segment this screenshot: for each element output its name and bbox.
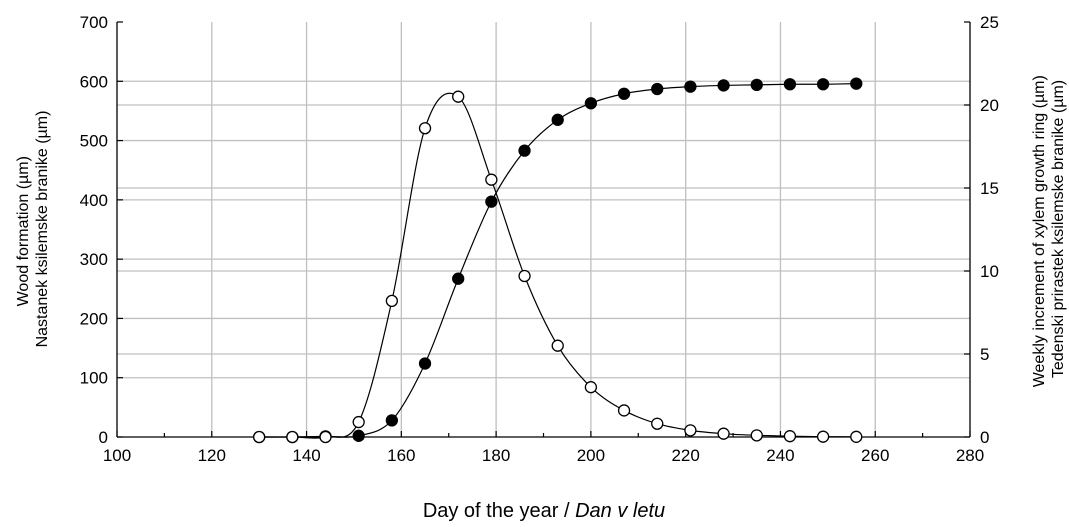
series-0-point <box>352 429 365 442</box>
series-0-line <box>259 83 857 438</box>
x-tick-label: 140 <box>292 446 320 465</box>
y-right-tick-label: 0 <box>980 428 989 447</box>
series-0-point <box>551 113 564 126</box>
series-1-point <box>717 427 730 440</box>
x-tick-label: 280 <box>956 446 984 465</box>
y-left-tick-label: 400 <box>80 191 108 210</box>
series-1-point <box>750 429 763 442</box>
series-1-point <box>518 269 531 283</box>
y-left-axis-title: Wood formation (µm) Nastanek ksilemske b… <box>15 111 51 348</box>
series-0-point <box>418 357 432 370</box>
x-tick-label: 200 <box>577 446 605 465</box>
series-0-point <box>452 272 465 285</box>
y-left-tick-label: 0 <box>99 428 108 447</box>
y-left-title-line-2: Nastanek ksilemske branike (µm) <box>34 111 51 348</box>
series-1-point <box>418 122 432 135</box>
series-0-point <box>617 87 631 100</box>
y-right-axis-title: Weekly increment of xylem growth ring (µ… <box>1031 71 1067 388</box>
x-tick-label: 120 <box>198 446 226 465</box>
x-tick-label: 160 <box>387 446 415 465</box>
x-tick-label: 100 <box>103 446 131 465</box>
series-1-point <box>684 424 697 437</box>
series-1-point <box>485 173 498 186</box>
series-1-point <box>551 339 564 352</box>
y-right-tick-label: 15 <box>980 179 999 198</box>
series-0-point <box>750 78 763 91</box>
y-right-tick-label: 5 <box>980 345 989 364</box>
series-1-point <box>584 381 598 394</box>
y-left-tick-label: 600 <box>80 72 108 91</box>
series-1-point <box>352 415 365 429</box>
series-1-point <box>850 430 863 443</box>
y-left-tick-label: 300 <box>80 250 108 269</box>
series-1-point <box>385 294 399 308</box>
y-right-tick-label: 20 <box>980 96 999 115</box>
series-0-point <box>518 144 531 157</box>
curves <box>259 83 857 439</box>
series-1-point <box>452 90 465 103</box>
series-0-point <box>783 78 797 91</box>
x-axis-title: Day of the year / Dan v letu <box>423 500 665 522</box>
series-1-point <box>286 430 299 444</box>
series-0-point <box>485 195 498 208</box>
y-right-title-line-2: Tedenski prirastek ksilemske branike (µm… <box>1050 80 1067 378</box>
y-right-title-line-1: Weekly increment of xylem growth ring (µ… <box>1031 75 1048 387</box>
series-1-point <box>783 430 797 443</box>
y-left-tick-label: 100 <box>80 369 108 388</box>
tick-labels: 100 120 140 160 180 200 220 240 260 2800100200300… <box>80 13 999 465</box>
series-0-point <box>651 82 664 96</box>
series-1-point <box>651 417 664 430</box>
series-1-point <box>617 404 631 417</box>
series-0-point <box>850 77 863 90</box>
y-right-tick-label: 10 <box>980 262 999 281</box>
markers <box>253 77 863 444</box>
x-tick-label: 220 <box>671 446 699 465</box>
x-tick-label: 180 <box>482 446 510 465</box>
series-1-point <box>816 430 830 443</box>
series-1-line <box>259 92 857 439</box>
series-0-point <box>717 79 730 92</box>
y-left-tick-label: 700 <box>80 13 108 32</box>
x-tick-label: 260 <box>861 446 889 465</box>
series-1-point <box>253 430 266 444</box>
series-0-point <box>584 97 598 110</box>
series-0-point <box>385 414 399 427</box>
x-tick-label: 240 <box>766 446 794 465</box>
y-left-title-line-1: Wood formation (µm) <box>15 156 32 306</box>
series-0-point <box>684 80 697 93</box>
y-right-tick-label: 25 <box>980 13 999 32</box>
y-left-tick-label: 500 <box>80 132 108 151</box>
series-0-point <box>816 78 830 91</box>
series-1-point <box>319 430 332 444</box>
y-left-tick-label: 200 <box>80 309 108 328</box>
